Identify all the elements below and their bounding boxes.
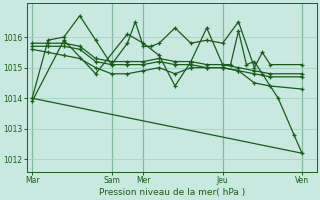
- X-axis label: Pression niveau de la mer( hPa ): Pression niveau de la mer( hPa ): [99, 188, 245, 197]
